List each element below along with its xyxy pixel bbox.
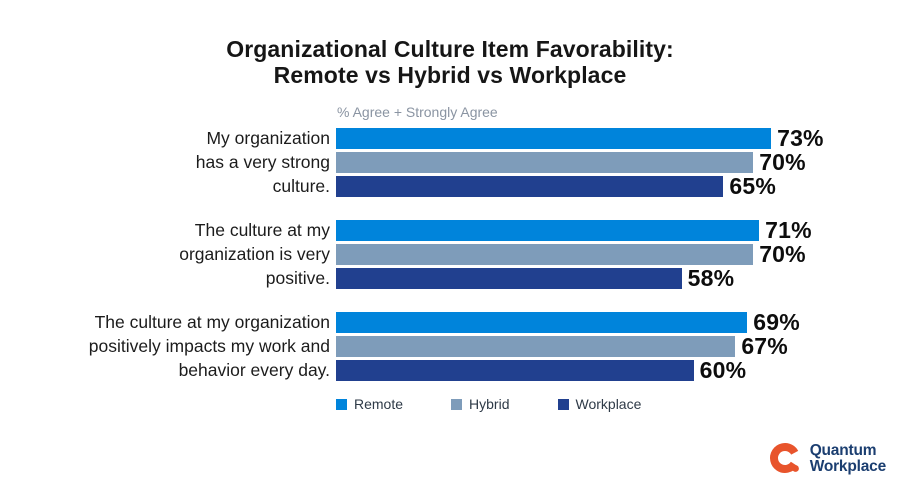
legend-swatch-icon xyxy=(336,398,347,410)
chart-title: Organizational Culture Item Favorability… xyxy=(0,36,900,88)
chart-title-line2: Remote vs Hybrid vs Workplace xyxy=(273,62,627,88)
legend-item-hybrid: Hybrid xyxy=(451,396,510,412)
bar-value-label: 73% xyxy=(777,124,824,151)
bar-group-2: The culture at my organization is very pos… xyxy=(0,218,900,290)
bar-remote xyxy=(336,127,772,149)
bar-hybrid xyxy=(336,335,736,357)
bar-row-workplace: 58% xyxy=(336,264,900,291)
bar-value-label: 70% xyxy=(759,148,806,175)
bar-workplace xyxy=(336,175,724,197)
bar-value-label: 60% xyxy=(699,356,747,383)
bar-stack: 73% 70% 65% xyxy=(336,124,900,199)
legend-swatch-icon xyxy=(451,398,463,410)
bar-remote xyxy=(336,219,760,241)
bar-row-remote: 69% xyxy=(336,308,900,335)
bar-chart: % Agree + Strongly Agree My organization… xyxy=(0,104,900,412)
axis-note: % Agree + Strongly Agree xyxy=(337,104,498,120)
chart-page: Organizational Culture Item Favorability… xyxy=(0,36,900,486)
quantum-workplace-wordmark: Quantum Workplace xyxy=(809,442,887,475)
bar-workplace xyxy=(336,267,682,289)
axis-note-row: % Agree + Strongly Agree xyxy=(0,104,900,120)
quantum-workplace-q-icon xyxy=(769,443,800,473)
bar-group-3: The culture at my organization positively… xyxy=(0,310,900,382)
bar-groups: My organization has a very strong culture.… xyxy=(0,126,900,382)
bar-row-hybrid: 70% xyxy=(336,148,900,175)
logo-line1: Quantum xyxy=(809,442,877,459)
bar-value-label: 58% xyxy=(687,264,735,291)
bar-row-workplace: 60% xyxy=(336,356,900,383)
chart-title-line1: Organizational Culture Item Favorability… xyxy=(226,36,674,62)
bar-value-label: 65% xyxy=(729,172,777,199)
bar-row-workplace: 65% xyxy=(336,172,900,199)
quantum-workplace-logo: Quantum Workplace xyxy=(769,442,886,476)
category-label: My organization has a very strong culture. xyxy=(195,128,330,196)
category-label: The culture at my organization is very pos… xyxy=(179,220,330,288)
legend-label: Hybrid xyxy=(469,396,510,412)
category-label: The culture at my organization positively… xyxy=(88,312,330,380)
bar-value-label: 71% xyxy=(765,216,812,243)
bar-row-hybrid: 70% xyxy=(336,240,900,267)
legend-swatch-icon xyxy=(557,398,569,410)
bar-stack: 71% 70% 58% xyxy=(336,216,900,291)
legend-row: Remote Hybrid Workplace xyxy=(0,396,900,412)
bar-workplace xyxy=(336,359,694,381)
legend-label: Remote xyxy=(354,396,404,412)
bar-remote xyxy=(336,311,748,333)
bar-row-remote: 71% xyxy=(336,216,900,243)
bar-hybrid xyxy=(336,151,754,173)
bar-row-hybrid: 67% xyxy=(336,332,900,359)
bar-hybrid xyxy=(336,243,754,265)
legend: Remote Hybrid Workplace xyxy=(336,396,900,412)
bar-value-label: 70% xyxy=(759,240,806,267)
bar-value-label: 69% xyxy=(753,308,800,335)
legend-item-workplace: Workplace xyxy=(557,396,642,412)
bar-value-label: 67% xyxy=(741,332,788,359)
legend-label: Workplace xyxy=(575,396,642,412)
logo-line2: Workplace xyxy=(809,458,887,475)
bar-group-1: My organization has a very strong culture.… xyxy=(0,126,900,198)
bar-row-remote: 73% xyxy=(336,124,900,151)
bar-stack: 69% 67% 60% xyxy=(336,308,900,383)
legend-item-remote: Remote xyxy=(336,396,403,412)
